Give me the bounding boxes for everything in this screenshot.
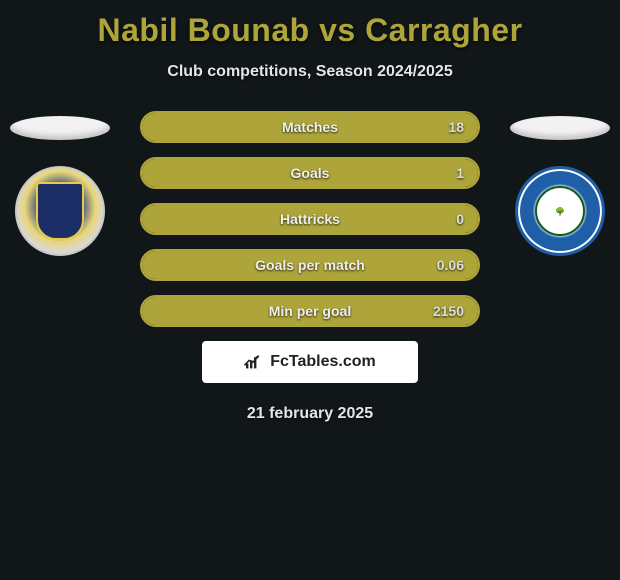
stat-label: Matches: [202, 119, 418, 135]
stat-row: Matches18: [140, 111, 480, 143]
logo-text: FcTables.com: [270, 353, 376, 371]
stat-label: Goals: [202, 165, 418, 181]
stat-label: Goals per match: [202, 257, 418, 273]
stat-value-right: 0: [418, 211, 478, 227]
stat-row: Hattricks0: [140, 203, 480, 235]
stat-value-right: 2150: [418, 303, 478, 319]
chart-icon: [244, 354, 264, 370]
wigan-athletic-crest: 🌳: [515, 166, 605, 256]
page-title: Nabil Bounab vs Carragher: [0, 0, 620, 49]
stockport-county-crest: [15, 166, 105, 256]
stat-value-right: 18: [418, 119, 478, 135]
date-line: 21 february 2025: [0, 405, 620, 423]
fctables-logo[interactable]: FcTables.com: [202, 341, 418, 383]
stat-value-right: 0.06: [418, 257, 478, 273]
stat-row: Goals per match0.06: [140, 249, 480, 281]
stats-list: Matches18 Goals1 Hattricks0 Goals per match…: [140, 111, 480, 327]
subtitle: Club competitions, Season 2024/2025: [0, 63, 620, 81]
stat-value-right: 1: [418, 165, 478, 181]
flag-right-placeholder: [510, 116, 610, 140]
wigan-tree-icon: 🌳: [535, 186, 585, 236]
stat-label: Hattricks: [202, 211, 418, 227]
stat-row: Min per goal2150: [140, 295, 480, 327]
comparison-arena: 🌳 Matches18 Goals1 Hattricks0 Goals per mat…: [0, 111, 620, 327]
flag-left-placeholder: [10, 116, 110, 140]
stat-label: Min per goal: [202, 303, 418, 319]
stat-row: Goals1: [140, 157, 480, 189]
